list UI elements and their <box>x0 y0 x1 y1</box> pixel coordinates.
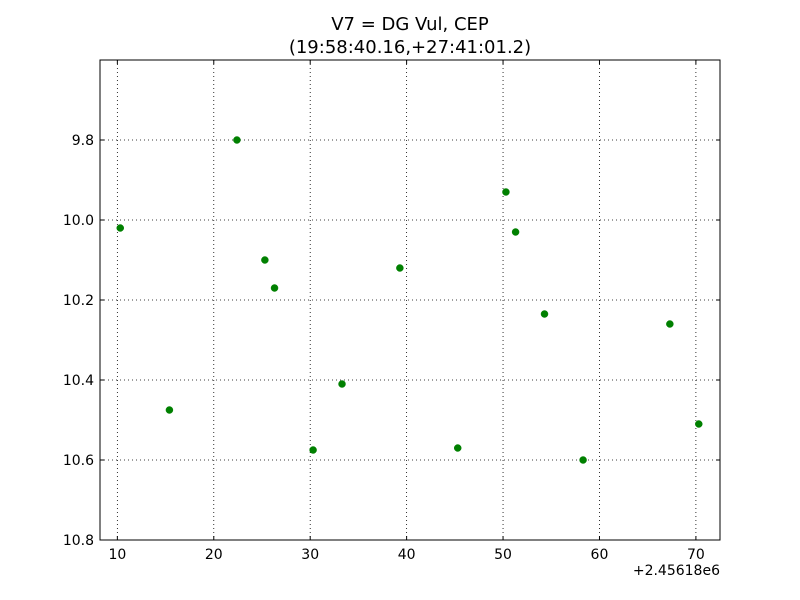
data-point <box>540 310 549 318</box>
x-tick-label: 40 <box>398 547 416 563</box>
x-tick-label: 70 <box>687 547 705 563</box>
data-point <box>270 284 279 292</box>
chart-title: V7 = DG Vul, CEP <box>331 14 489 35</box>
x-tick-label: 20 <box>205 547 223 563</box>
data-point <box>165 406 174 414</box>
data-point <box>338 380 346 388</box>
x-axis-offset-label: +2.45618e6 <box>633 563 720 579</box>
y-tick-label: 10.2 <box>63 293 94 309</box>
data-point <box>511 228 520 236</box>
data-point <box>502 188 510 196</box>
x-tick-label: 50 <box>494 547 512 563</box>
data-point <box>695 420 703 428</box>
y-tick-label: 10.6 <box>63 453 94 469</box>
plot-frame <box>99 59 721 541</box>
x-tick-label: 60 <box>591 547 609 563</box>
y-tick-label: 10.4 <box>63 373 94 389</box>
data-point <box>309 446 317 454</box>
y-tick-label: 10.8 <box>63 533 94 549</box>
data-point <box>396 264 404 272</box>
x-tick-label: 10 <box>108 547 126 563</box>
data-point <box>666 320 674 328</box>
x-tick-label: 30 <box>301 547 319 563</box>
x-tick-labels: 10 20 30 40 50 60 70 <box>108 547 704 563</box>
data-point <box>116 224 124 232</box>
y-tick-labels: 9.8 10.0 10.2 10.4 10.6 10.8 <box>63 133 94 549</box>
y-tick-label: 10.0 <box>63 213 94 229</box>
data-points <box>116 136 703 464</box>
data-point <box>453 444 462 452</box>
data-point <box>579 456 587 464</box>
data-point <box>261 256 269 264</box>
chart-subtitle: (19:58:40.16,+27:41:01.2) <box>289 37 531 58</box>
y-tick-label: 9.8 <box>72 133 94 149</box>
data-point <box>233 136 241 144</box>
